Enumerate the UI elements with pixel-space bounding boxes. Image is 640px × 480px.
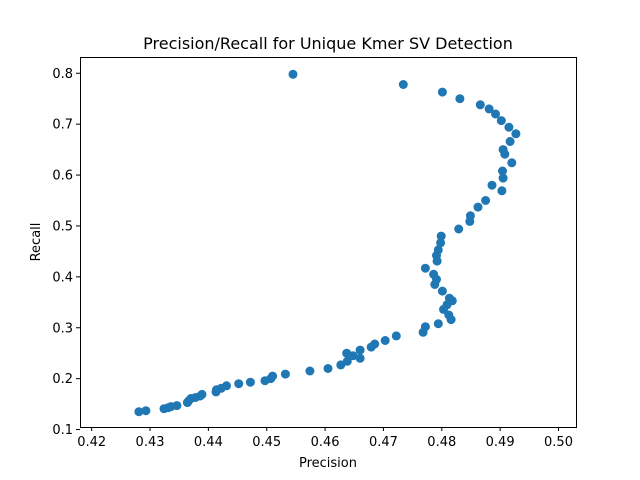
- data-point: [159, 404, 169, 414]
- data-points: [134, 69, 521, 417]
- data-point: [391, 331, 401, 341]
- y-tick-label: 0.6: [52, 169, 73, 184]
- y-tick-label: 0.5: [52, 219, 73, 234]
- chart-title: Precision/Recall for Unique Kmer SV Dete…: [143, 34, 513, 53]
- data-point: [454, 224, 464, 234]
- data-point: [366, 342, 376, 352]
- data-point: [141, 406, 151, 416]
- data-point: [418, 327, 428, 337]
- data-point: [498, 166, 507, 176]
- data-point: [484, 104, 494, 114]
- data-point: [433, 319, 443, 329]
- y-axis-ticks: 0.1 0.2 0.3 0.4 0.5 0.6 0.7 0.8: [52, 67, 80, 438]
- data-point: [234, 379, 244, 389]
- data-point: [436, 231, 446, 241]
- y-tick-label: 0.1: [52, 423, 73, 438]
- data-point: [398, 80, 408, 89]
- data-point: [436, 238, 446, 248]
- y-tick-label: 0.4: [52, 270, 73, 285]
- y-axis-label: Recall: [29, 223, 44, 262]
- x-axis-label: Precision: [299, 456, 357, 471]
- data-point: [475, 100, 485, 110]
- plot-frame: [80, 57, 577, 428]
- data-point: [336, 360, 346, 370]
- data-point: [280, 369, 290, 379]
- data-point: [355, 353, 365, 363]
- y-tick-label: 0.8: [52, 67, 73, 82]
- data-point: [211, 387, 221, 397]
- x-tick-label: 0.50: [544, 435, 573, 450]
- data-point: [430, 280, 440, 289]
- data-point: [355, 345, 365, 355]
- data-point: [446, 315, 456, 325]
- data-point: [305, 366, 315, 376]
- data-point: [487, 180, 497, 190]
- data-point: [380, 336, 390, 345]
- data-point: [504, 122, 514, 132]
- x-tick-label: 0.47: [369, 435, 398, 450]
- data-point: [507, 158, 517, 168]
- data-point: [342, 348, 352, 358]
- y-tick-label: 0.2: [52, 372, 73, 387]
- x-tick-label: 0.45: [252, 435, 281, 450]
- x-tick-label: 0.43: [136, 435, 165, 450]
- data-point: [498, 173, 508, 183]
- x-tick-label: 0.48: [427, 435, 456, 450]
- data-point: [420, 263, 430, 273]
- x-tick-label: 0.44: [194, 435, 223, 450]
- data-point: [455, 94, 465, 104]
- x-tick-label: 0.46: [311, 435, 340, 450]
- data-point: [505, 137, 515, 146]
- y-tick-label: 0.7: [52, 118, 73, 133]
- data-point: [260, 376, 270, 386]
- y-tick-label: 0.3: [52, 321, 73, 336]
- data-point: [491, 109, 500, 119]
- data-point: [500, 149, 510, 159]
- data-point: [288, 69, 298, 79]
- data-point: [439, 304, 448, 314]
- data-point: [511, 129, 521, 139]
- data-point: [182, 398, 192, 408]
- data-point: [134, 407, 144, 417]
- data-point: [432, 256, 442, 266]
- data-point: [437, 87, 447, 97]
- data-point: [496, 116, 506, 126]
- data-point: [323, 364, 333, 373]
- x-axis-ticks: 0.42 0.43 0.44 0.45 0.46 0.47 0.48 0.49 0.50: [77, 427, 573, 450]
- x-tick-label: 0.49: [486, 435, 515, 450]
- data-point: [245, 377, 255, 387]
- data-point: [481, 196, 491, 205]
- data-point: [437, 286, 447, 296]
- data-point: [473, 202, 483, 212]
- x-tick-label: 0.42: [77, 435, 106, 450]
- data-point: [497, 186, 507, 196]
- data-point: [465, 216, 475, 226]
